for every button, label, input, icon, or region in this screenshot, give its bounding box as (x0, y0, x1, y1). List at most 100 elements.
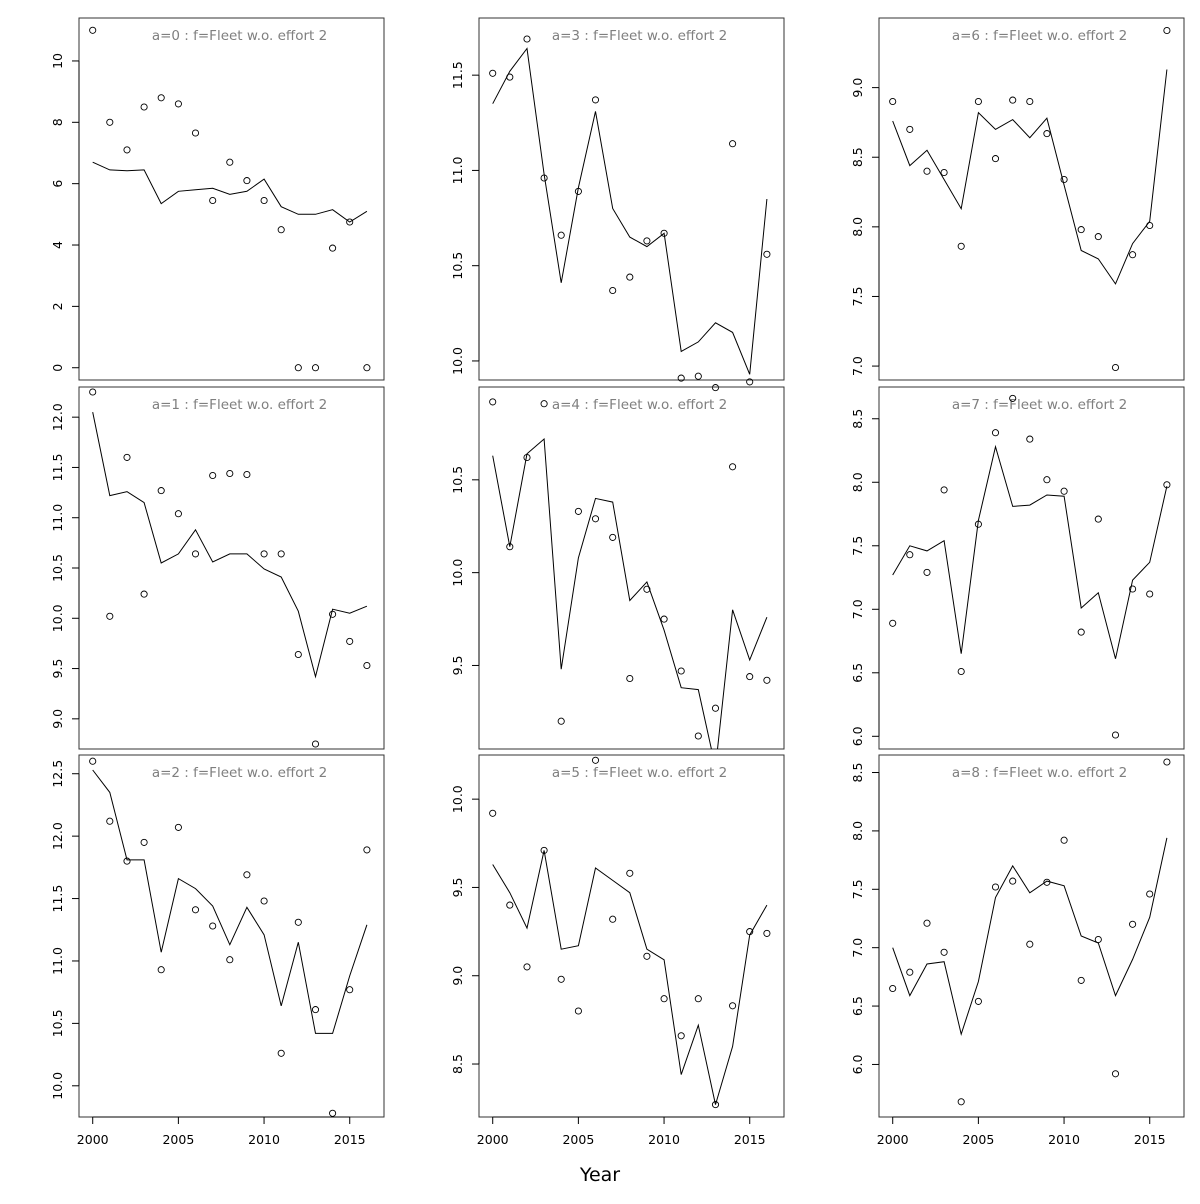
panel-title: a=4 : f=Fleet w.o. effort 2 (552, 397, 727, 413)
panel-2: 10.0 10.5 11.0 11.5 12.0 12.5 2000 2005 2010 2015… (50, 754, 385, 1147)
observed-point (974, 97, 982, 106)
observed-point (729, 1002, 737, 1010)
observed-point (660, 615, 668, 623)
fitted-line (892, 837, 1168, 1036)
y-tick-label: 11.5 (50, 454, 65, 482)
observed-point (1129, 920, 1137, 928)
observed-point (1026, 97, 1034, 106)
panel-frame (478, 386, 785, 750)
observed-point (243, 177, 251, 185)
observed-point (506, 73, 514, 81)
observed-point (191, 906, 200, 914)
observed-point (591, 756, 600, 764)
observed-point (311, 740, 320, 748)
y-tick-label: 9.5 (450, 656, 465, 676)
observed-point (1009, 96, 1017, 104)
y-tick-label: 9.0 (450, 966, 465, 986)
observed-point (1111, 731, 1120, 739)
y-tick-label: 10.0 (450, 785, 465, 813)
panel-frame (78, 754, 385, 1118)
observed-point (626, 869, 634, 877)
observed-point (1094, 515, 1102, 523)
observed-point (609, 915, 617, 923)
observed-point (923, 167, 931, 175)
observed-point (940, 948, 948, 956)
observed-point (277, 226, 285, 234)
observed-point (363, 661, 371, 670)
observed-point (329, 244, 337, 252)
y-tick-label: 6.5 (850, 663, 865, 683)
y-tick-label: 8.0 (850, 821, 865, 841)
fitted-line (92, 769, 368, 1034)
observed-point (574, 507, 582, 515)
observed-point (1146, 221, 1154, 230)
observed-point (140, 103, 148, 111)
observed-point (243, 871, 251, 879)
observed-point (1129, 585, 1137, 593)
x-tick-label: 2015 (1134, 1132, 1166, 1147)
fitted-line (492, 850, 768, 1105)
panel-5: 8.5 9.0 9.5 10.0 2000 2005 2010 2015 a=5 : f=Fle… (450, 754, 785, 1147)
observed-point (506, 901, 514, 909)
x-axis-label: Year (579, 1164, 620, 1186)
observed-point (209, 196, 217, 205)
observed-point (174, 823, 182, 831)
observed-point (763, 250, 771, 258)
x-tick-label: 2010 (648, 1132, 680, 1147)
y-tick-label: 10 (50, 53, 65, 69)
x-tick-label: 2015 (334, 1132, 366, 1147)
panel-3: 10.0 10.5 11.0 11.5 a=3 : f=Fleet w.o. effor… (450, 17, 785, 392)
observed-point (523, 963, 531, 971)
x-tick-label: 2005 (162, 1132, 194, 1147)
observed-point (677, 374, 685, 382)
observed-point (940, 486, 948, 494)
y-tick-label: 9.0 (850, 78, 865, 98)
y-tick-label: 8.5 (850, 147, 865, 167)
observed-point (643, 952, 651, 960)
observed-point (729, 140, 737, 148)
y-tick-label: 10.5 (450, 466, 465, 494)
y-tick-label: 8.5 (850, 409, 865, 429)
observed-point (123, 453, 131, 461)
observed-point (540, 400, 548, 408)
panel-frame (78, 386, 385, 750)
y-tick-label: 10.5 (50, 1009, 65, 1037)
observed-point (157, 94, 165, 102)
y-tick-label: 11.5 (450, 61, 465, 89)
y-tick-label: 9.5 (450, 877, 465, 897)
observed-point (1146, 590, 1154, 598)
x-tick-label: 2010 (1048, 1132, 1080, 1147)
observed-point (191, 129, 200, 137)
fitted-line (92, 161, 368, 223)
panel-frame (878, 754, 1185, 1118)
fitted-line (892, 444, 1168, 659)
observed-point (294, 650, 302, 659)
panel-frame (78, 17, 385, 381)
x-tick-label: 2000 (477, 1132, 509, 1147)
panel-1: 9.0 9.5 10.0 10.5 11.0 11.5 12.0 a=1 : f=Fleet … (50, 386, 385, 750)
observed-point (346, 218, 354, 226)
observed-point (294, 918, 302, 926)
observed-point (1163, 758, 1171, 766)
y-tick-label: 6 (50, 180, 65, 188)
observed-point (489, 69, 497, 77)
observed-point (729, 463, 737, 471)
y-tick-label: 12.5 (50, 760, 65, 788)
observed-point (660, 995, 668, 1003)
observed-point (591, 96, 600, 104)
observed-point (311, 364, 320, 372)
y-tick-label: 10.5 (50, 554, 65, 582)
observed-point (140, 590, 148, 598)
observed-point (260, 897, 268, 905)
panel-title: a=1 : f=Fleet w.o. effort 2 (152, 397, 327, 413)
observed-point (363, 846, 371, 854)
panel-6: 7.0 7.5 8.0 8.5 9.0 a=6 : f=Fleet w.o. effort… (850, 17, 1185, 381)
observed-point (923, 568, 931, 576)
x-tick-label: 2000 (77, 1132, 109, 1147)
y-tick-label: 10.0 (450, 559, 465, 587)
x-tick-label: 2000 (877, 1132, 909, 1147)
observed-point (140, 838, 148, 846)
observed-point (260, 196, 268, 205)
